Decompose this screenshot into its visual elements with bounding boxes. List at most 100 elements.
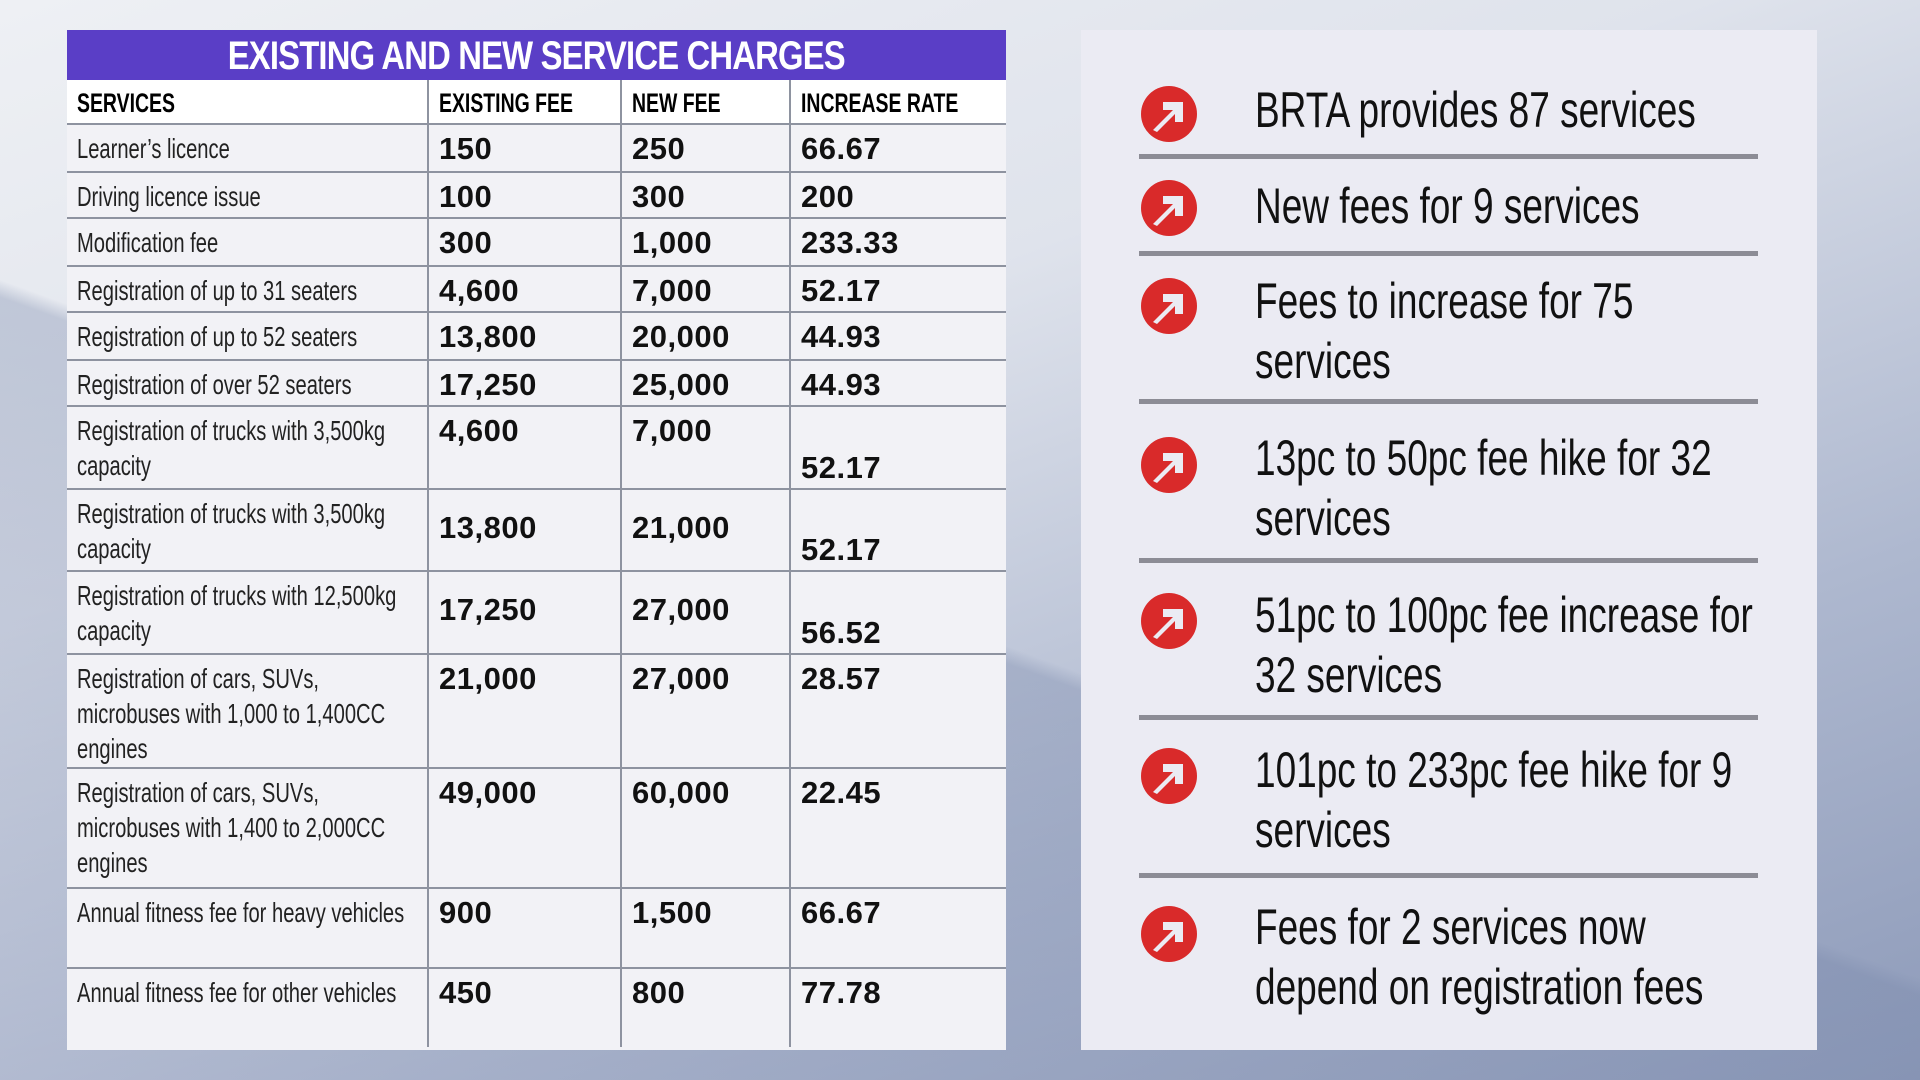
header-existing-fee: EXISTING FEE bbox=[439, 88, 573, 118]
service-cell: Registration of cars, SUVs, microbuses w… bbox=[67, 655, 429, 767]
highlight-item: 13pc to 50pc fee hike for 32 services bbox=[1139, 404, 1758, 563]
increase-rate-cell: 22.45 bbox=[791, 769, 1006, 887]
service-name: Registration of over 52 seaters bbox=[77, 369, 352, 400]
existing-fee: 49,000 bbox=[429, 769, 622, 887]
existing-fee: 4,600 bbox=[429, 407, 622, 488]
new-fee: 7,000 bbox=[622, 407, 791, 488]
table-row: Registration of trucks with 12,500kg cap… bbox=[67, 572, 1006, 655]
service-cell: Annual fitness fee for other vehicles bbox=[67, 969, 429, 1047]
table-row: Registration of trucks with 3,500kg capa… bbox=[67, 490, 1006, 572]
service-name: Learner’s licence bbox=[77, 133, 230, 164]
increase-rate-value: 77.78 bbox=[801, 975, 882, 1010]
new-fee: 27,000 bbox=[622, 572, 791, 653]
increase-rate-cell: 52.17 bbox=[791, 407, 1006, 488]
service-name: Registration of trucks with 12,500kg cap… bbox=[77, 580, 397, 646]
header-new-fee-cell: NEW FEE bbox=[622, 80, 791, 123]
increase-rate-cell: 77.78 bbox=[791, 969, 1006, 1047]
increase-rate-cell: 66.67 bbox=[791, 125, 1006, 171]
new-fee: 1,000 bbox=[622, 219, 791, 265]
highlight-item: BRTA provides 87 services bbox=[1139, 30, 1758, 159]
existing-fee: 450 bbox=[429, 969, 622, 1047]
existing-fee: 4,600 bbox=[429, 267, 622, 311]
increase-rate-cell: 66.67 bbox=[791, 889, 1006, 967]
table-header-row: SERVICES EXISTING FEE NEW FEE INCREASE R… bbox=[67, 80, 1006, 125]
increase-rate-cell: 28.57 bbox=[791, 655, 1006, 767]
header-services-cell: SERVICES bbox=[67, 80, 429, 123]
header-increase-rate-cell: INCREASE RATE bbox=[791, 80, 1006, 123]
increase-rate-cell: 52.17 bbox=[791, 267, 1006, 311]
existing-fee: 13,800 bbox=[429, 490, 622, 570]
service-name: Registration of cars, SUVs, microbuses w… bbox=[77, 663, 386, 764]
table-row: Annual fitness fee for other vehicles 45… bbox=[67, 969, 1006, 1047]
new-fee: 7,000 bbox=[622, 267, 791, 311]
header-services: SERVICES bbox=[77, 88, 175, 118]
increase-rate-value: 44.93 bbox=[801, 367, 882, 402]
increase-rate-value: 22.45 bbox=[801, 775, 882, 810]
arrow-circle-icon bbox=[1141, 180, 1197, 236]
increase-rate-value: 56.52 bbox=[801, 615, 882, 650]
service-name: Registration of trucks with 3,500kg capa… bbox=[77, 498, 386, 564]
service-cell: Registration of up to 52 seaters bbox=[67, 313, 429, 359]
table-row: Learner’s licence 150 250 66.67 bbox=[67, 125, 1006, 173]
new-fee: 800 bbox=[622, 969, 791, 1047]
new-fee: 20,000 bbox=[622, 313, 791, 359]
increase-rate-value: 52.17 bbox=[801, 532, 882, 567]
highlight-text: 51pc to 100pc fee increase for 32 servic… bbox=[1255, 587, 1753, 703]
existing-fee: 150 bbox=[429, 125, 622, 171]
new-fee: 27,000 bbox=[622, 655, 791, 767]
header-existing-fee-cell: EXISTING FEE bbox=[429, 80, 622, 123]
service-name: Registration of trucks with 3,500kg capa… bbox=[77, 415, 386, 481]
existing-fee: 100 bbox=[429, 173, 622, 217]
service-cell: Driving licence issue bbox=[67, 173, 429, 217]
increase-rate-value: 52.17 bbox=[801, 450, 882, 485]
table-row: Registration of trucks with 3,500kg capa… bbox=[67, 407, 1006, 490]
table-row: Registration of cars, SUVs, microbuses w… bbox=[67, 655, 1006, 769]
existing-fee: 300 bbox=[429, 219, 622, 265]
existing-fee: 13,800 bbox=[429, 313, 622, 359]
increase-rate-cell: 44.93 bbox=[791, 361, 1006, 405]
table-row: Modification fee 300 1,000 233.33 bbox=[67, 219, 1006, 267]
new-fee: 60,000 bbox=[622, 769, 791, 887]
arrow-circle-icon bbox=[1141, 906, 1197, 962]
arrow-circle-icon bbox=[1141, 748, 1197, 804]
table-row: Registration of cars, SUVs, microbuses w… bbox=[67, 769, 1006, 889]
service-cell: Registration of trucks with 3,500kg capa… bbox=[67, 490, 429, 570]
existing-fee: 17,250 bbox=[429, 361, 622, 405]
highlight-item: 51pc to 100pc fee increase for 32 servic… bbox=[1139, 563, 1758, 720]
arrow-circle-icon bbox=[1141, 86, 1197, 142]
service-name: Registration of up to 31 seaters bbox=[77, 275, 358, 306]
table-title-bar: EXISTING AND NEW SERVICE CHARGES bbox=[67, 30, 1006, 80]
arrow-circle-icon bbox=[1141, 593, 1197, 649]
service-cell: Registration of over 52 seaters bbox=[67, 361, 429, 405]
service-cell: Registration of trucks with 12,500kg cap… bbox=[67, 572, 429, 653]
increase-rate-value: 52.17 bbox=[801, 273, 882, 308]
highlights-panel: BRTA provides 87 services New fees for 9… bbox=[1081, 30, 1817, 1050]
arrow-circle-icon bbox=[1141, 278, 1197, 334]
new-fee: 250 bbox=[622, 125, 791, 171]
increase-rate-cell: 56.52 bbox=[791, 572, 1006, 653]
new-fee: 21,000 bbox=[622, 490, 791, 570]
increase-rate-cell: 200 bbox=[791, 173, 1006, 217]
service-cell: Registration of cars, SUVs, microbuses w… bbox=[67, 769, 429, 887]
new-fee: 25,000 bbox=[622, 361, 791, 405]
table-row: Registration of up to 31 seaters 4,600 7… bbox=[67, 267, 1006, 313]
highlight-item: Fees for 2 services now depend on regist… bbox=[1139, 878, 1758, 1050]
highlight-item: 101pc to 233pc fee hike for 9 services bbox=[1139, 720, 1758, 878]
service-cell: Learner’s licence bbox=[67, 125, 429, 171]
service-name: Annual fitness fee for other vehicles bbox=[77, 977, 397, 1008]
increase-rate-value: 66.67 bbox=[801, 131, 882, 166]
new-fee: 1,500 bbox=[622, 889, 791, 967]
increase-rate-value: 66.67 bbox=[801, 895, 882, 930]
increase-rate-value: 28.57 bbox=[801, 661, 882, 696]
service-cell: Annual fitness fee for heavy vehicles bbox=[67, 889, 429, 967]
highlight-text: 13pc to 50pc fee hike for 32 services bbox=[1255, 430, 1712, 546]
service-cell: Registration of trucks with 3,500kg capa… bbox=[67, 407, 429, 488]
table-title: EXISTING AND NEW SERVICE CHARGES bbox=[227, 34, 846, 78]
highlight-text: BRTA provides 87 services bbox=[1255, 82, 1696, 138]
new-fee: 300 bbox=[622, 173, 791, 217]
table-row: Registration of over 52 seaters 17,250 2… bbox=[67, 361, 1006, 407]
service-name: Registration of up to 52 seaters bbox=[77, 321, 358, 352]
header-increase-rate: INCREASE RATE bbox=[801, 88, 959, 118]
service-name: Modification fee bbox=[77, 227, 219, 258]
highlight-item: Fees to increase for 75 services bbox=[1139, 256, 1758, 404]
